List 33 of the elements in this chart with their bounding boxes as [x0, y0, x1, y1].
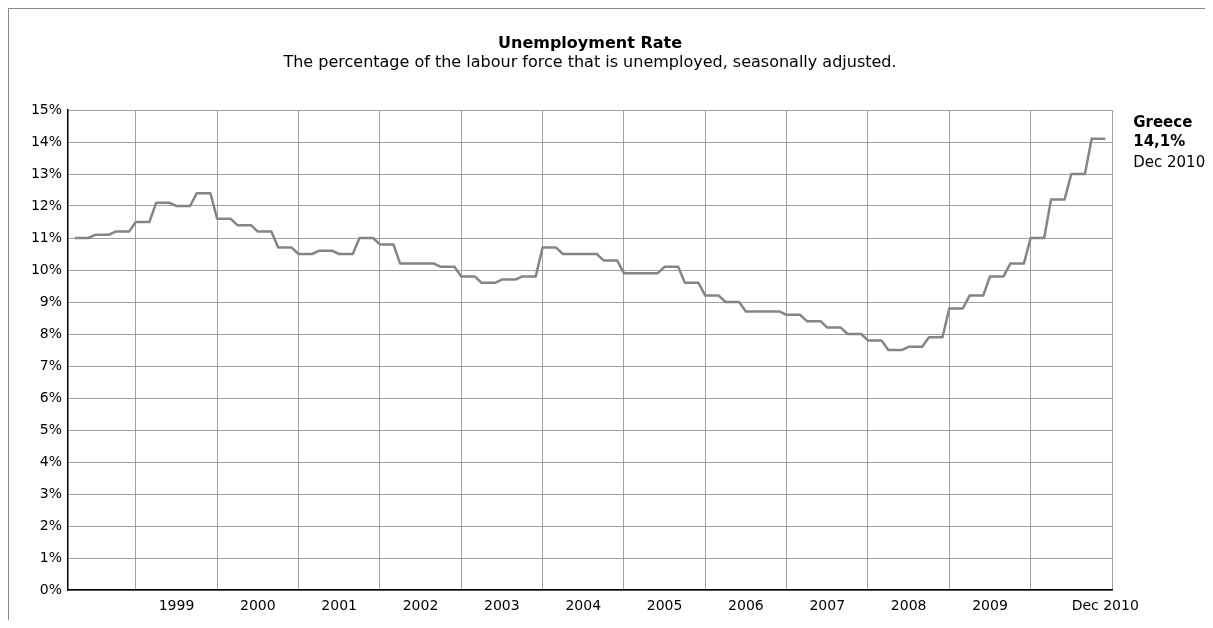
y-tick-label: 11%: [30, 228, 62, 245]
x-tick-label: 2004: [565, 597, 602, 614]
annotation: Dec 2010: [1133, 152, 1206, 171]
y-tick-label: 5%: [39, 420, 62, 437]
y-tick-label: 0%: [39, 580, 62, 597]
y-tick-label: 3%: [39, 484, 62, 501]
x-tick-label: 2003: [484, 597, 520, 614]
x-tick-label: 2007: [809, 597, 846, 614]
y-tick-label: 9%: [39, 292, 62, 309]
x-tick-label: 2006: [728, 597, 764, 614]
x-tick-label: 1999: [158, 597, 195, 614]
y-tick-label: 4%: [39, 452, 62, 469]
x-tick-label: 2000: [240, 597, 276, 614]
y-tick-label: 6%: [39, 388, 62, 405]
y-tick-label: 12%: [30, 196, 62, 213]
y-tick-label: 7%: [39, 356, 62, 373]
y-tick-label: 8%: [39, 324, 62, 341]
y-tick-label: 14%: [30, 132, 62, 149]
y-tick-label: 10%: [30, 260, 62, 277]
x-tick-label: 2008: [890, 597, 927, 614]
y-tick-label: 13%: [30, 164, 62, 181]
y-tick-label: 1%: [39, 548, 62, 565]
chart-subtitle: The percentage of the labour force that is unemployed, seasonally adjusted.: [282, 52, 897, 71]
x-tick-label: 2002: [402, 597, 439, 614]
y-tick-label: 2%: [39, 516, 62, 533]
y-tick-label: 15%: [30, 100, 62, 117]
x-tick-label: 2009: [972, 597, 1008, 614]
x-tick-label: 2001: [321, 597, 357, 614]
annotation: 14,1%: [1133, 131, 1186, 150]
chart-title: Unemployment Rate: [497, 33, 683, 52]
x-tick-label: Dec 2010: [1071, 597, 1139, 614]
series-label: Greece: [1133, 112, 1193, 131]
x-tick-label: 2005: [646, 597, 683, 614]
